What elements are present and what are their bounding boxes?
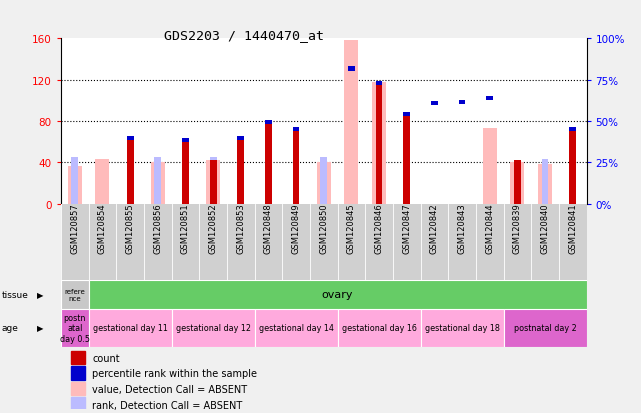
Bar (210, 161, 217, 204)
Bar (569, 128, 576, 132)
Text: gestational day 14: gestational day 14 (258, 323, 333, 332)
Bar (372, 83, 386, 204)
Text: count: count (92, 353, 120, 363)
Bar (542, 160, 549, 204)
Bar (154, 158, 161, 204)
Bar (538, 165, 552, 204)
Text: gestational day 12: gestational day 12 (176, 323, 251, 332)
Bar (344, 41, 358, 204)
Bar (420, 309, 504, 347)
Bar (71, 158, 78, 204)
Bar (403, 112, 410, 116)
Text: postnatal day 2: postnatal day 2 (513, 323, 576, 332)
Bar (206, 161, 220, 204)
Text: gestational day 18: gestational day 18 (424, 323, 499, 332)
Bar (68, 166, 81, 204)
Bar (376, 85, 383, 204)
Bar (458, 100, 465, 104)
Bar (292, 132, 299, 204)
Bar (71, 382, 85, 395)
Bar (151, 163, 165, 204)
Text: ▶: ▶ (37, 290, 43, 299)
Bar (320, 158, 327, 204)
Text: GDS2203 / 1440470_at: GDS2203 / 1440470_at (163, 29, 324, 42)
Text: gestational day 16: gestational day 16 (342, 323, 417, 332)
Bar (237, 140, 244, 204)
Bar (88, 309, 172, 347)
Bar (127, 140, 133, 204)
Text: ovary: ovary (322, 290, 353, 299)
Bar (182, 138, 189, 142)
Text: age: age (1, 323, 18, 332)
Text: postn
atal
day 0.5: postn atal day 0.5 (60, 313, 90, 343)
Bar (71, 351, 85, 364)
Bar (487, 97, 493, 101)
Bar (210, 158, 217, 204)
Bar (292, 128, 299, 132)
Text: ▶: ▶ (37, 323, 43, 332)
Bar (338, 309, 420, 347)
Bar (514, 161, 520, 204)
Text: rank, Detection Call = ABSENT: rank, Detection Call = ABSENT (92, 399, 243, 410)
Bar (96, 160, 110, 204)
Bar (483, 129, 497, 204)
Bar (569, 132, 576, 204)
Bar (317, 163, 331, 204)
Bar (348, 67, 355, 71)
Bar (172, 309, 254, 347)
Bar (127, 136, 133, 140)
Bar (254, 309, 338, 347)
Text: refere
nce: refere nce (64, 288, 85, 301)
Text: gestational day 11: gestational day 11 (92, 323, 167, 332)
Bar (504, 309, 587, 347)
Bar (265, 125, 272, 204)
Bar (403, 116, 410, 204)
Bar (61, 280, 88, 309)
Bar (510, 163, 524, 204)
Bar (71, 397, 85, 411)
Text: value, Detection Call = ABSENT: value, Detection Call = ABSENT (92, 384, 247, 394)
Bar (265, 121, 272, 125)
Bar (376, 81, 383, 85)
Bar (237, 136, 244, 140)
Bar (431, 102, 438, 106)
Text: percentile rank within the sample: percentile rank within the sample (92, 369, 258, 379)
Bar (71, 366, 85, 380)
Bar (182, 142, 189, 204)
Text: tissue: tissue (1, 290, 28, 299)
Bar (61, 309, 88, 347)
